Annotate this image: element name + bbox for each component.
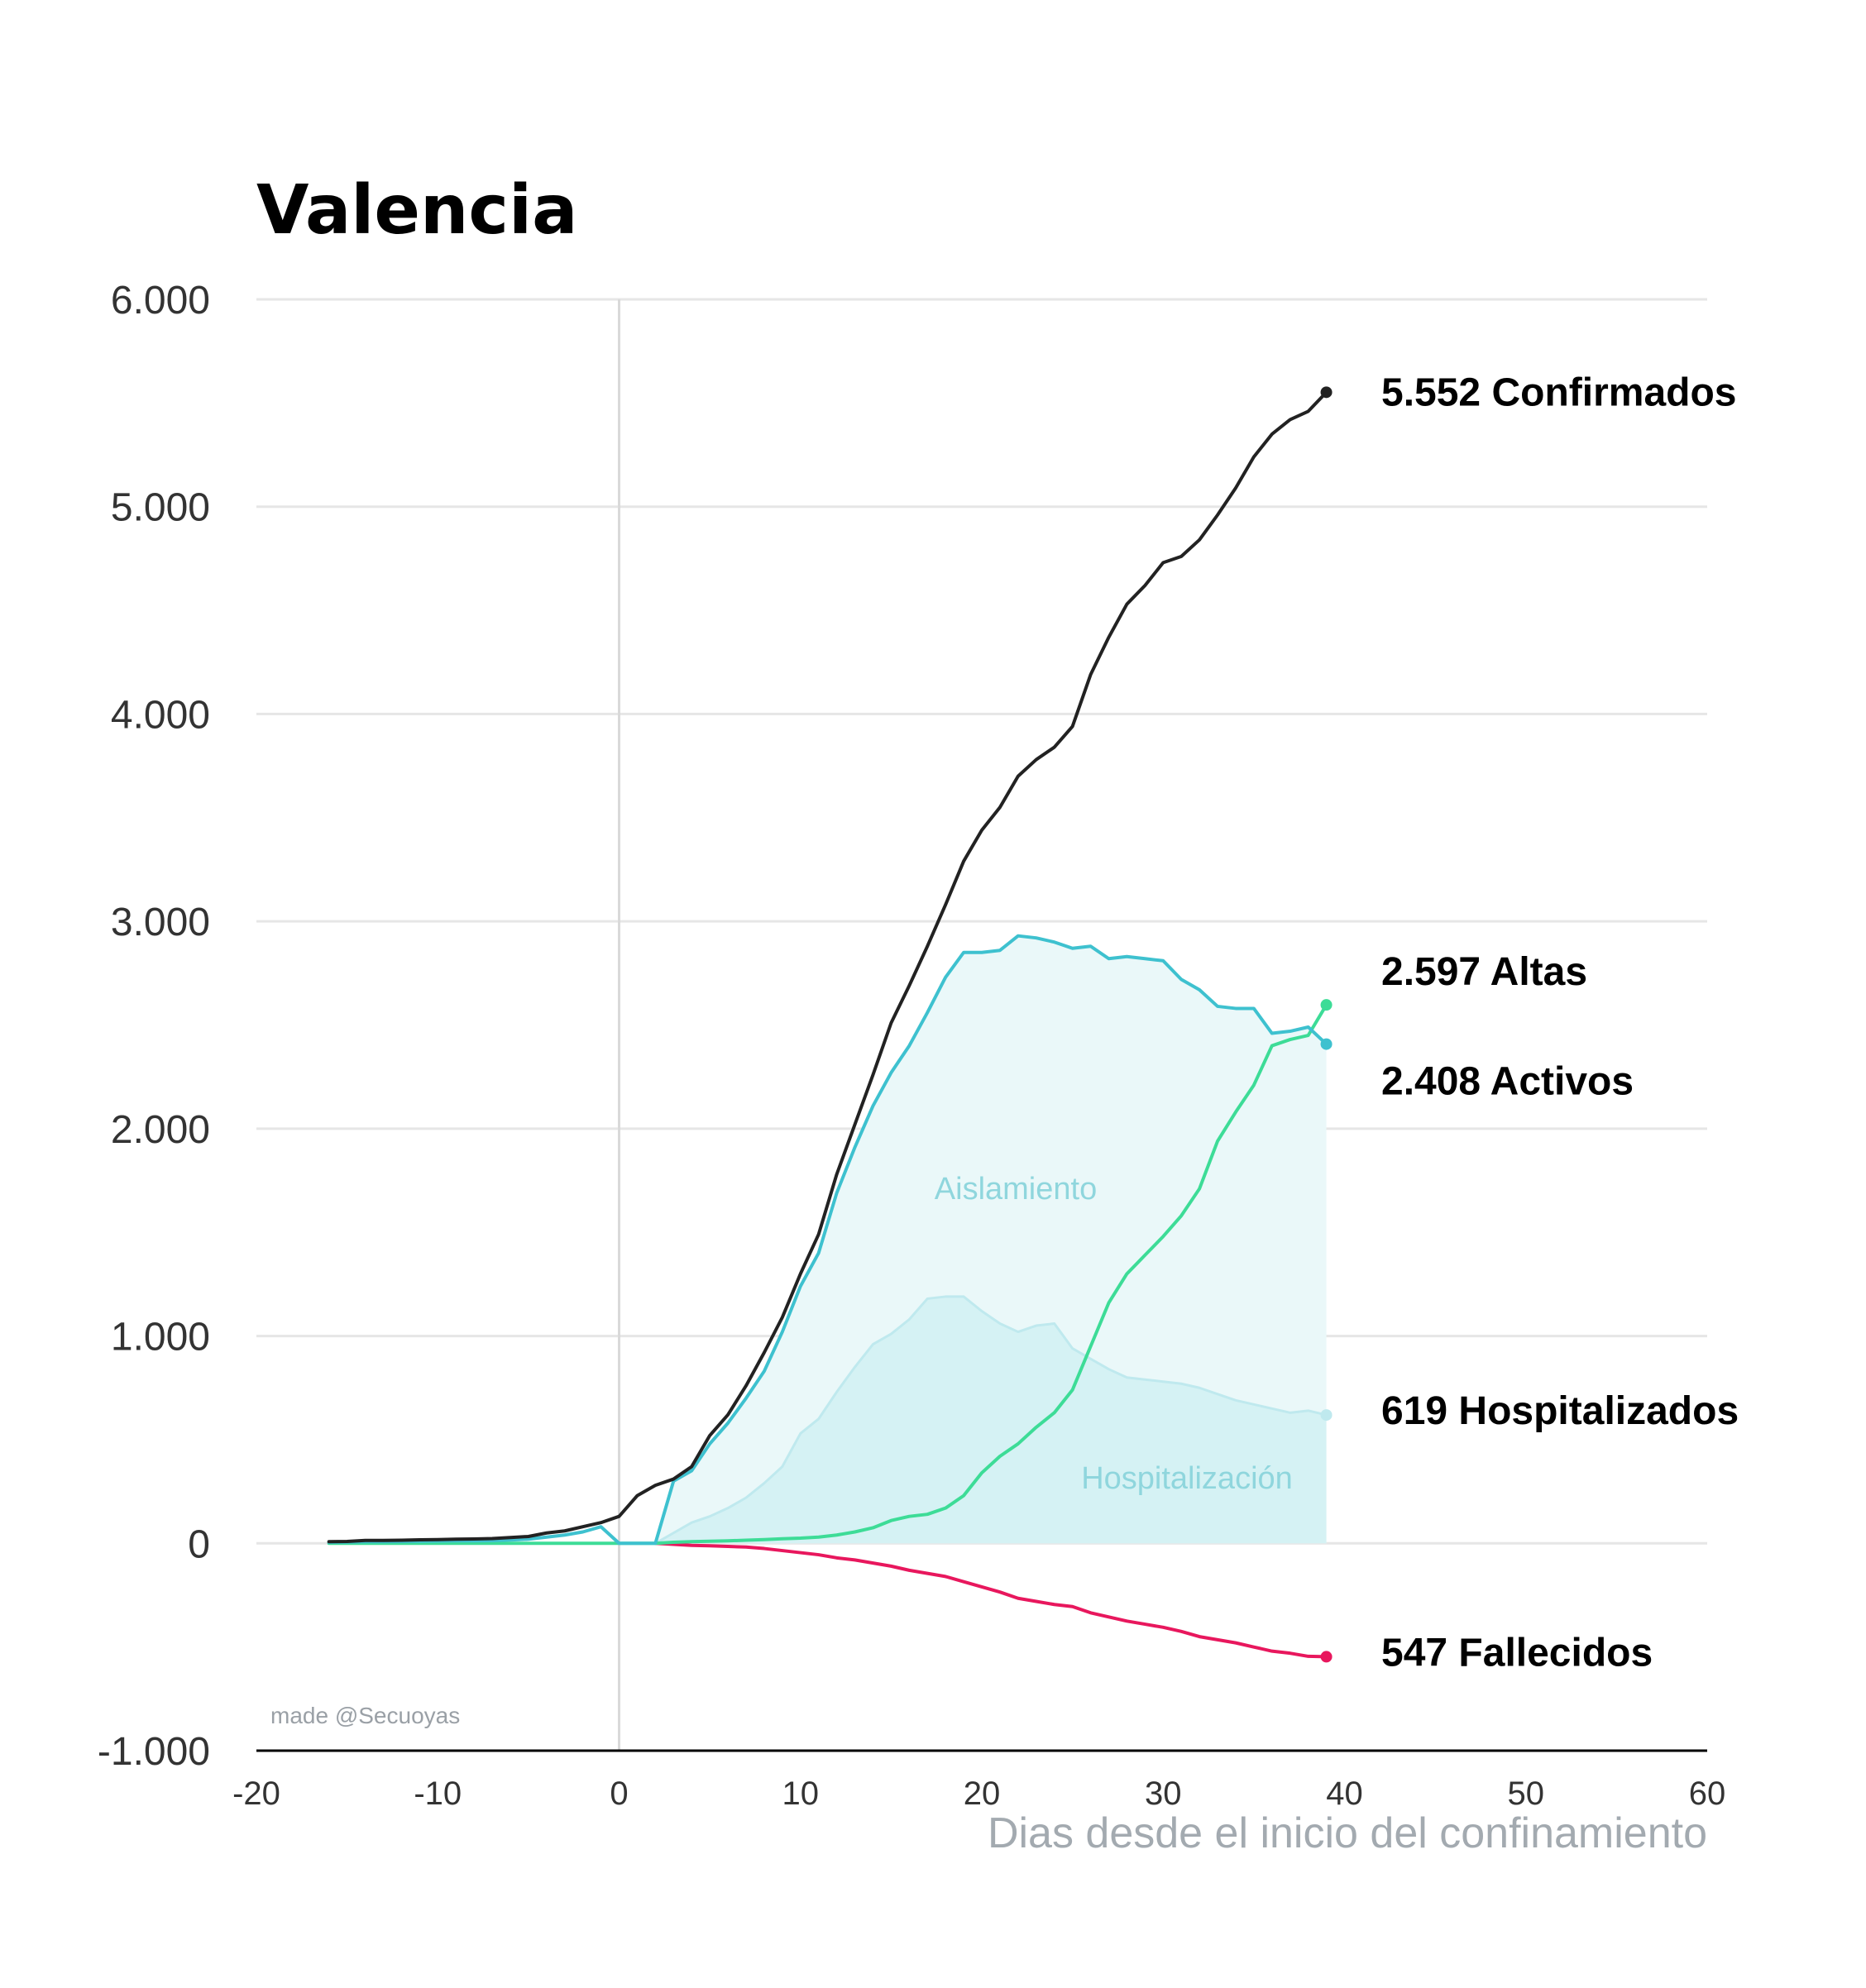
altas-line <box>327 1003 1328 1546</box>
hospitalizacion-label: Hospitalización <box>1081 1461 1293 1496</box>
x-tick-label-8: 60 <box>1689 1775 1726 1812</box>
altas-end-label: 2.597 Altas <box>1381 950 1587 994</box>
hospitalizacion-area <box>655 1296 1327 1544</box>
series-lines <box>327 390 1328 1659</box>
x-tick-label-7: 50 <box>1508 1775 1545 1812</box>
x-tick-label-4: 20 <box>964 1775 1001 1812</box>
y-axis-ticks: -1.000 0 1.000 2.000 3.000 4.000 5.000 6.000 <box>98 279 210 1774</box>
x-tick-label-0: -20 <box>232 1775 280 1812</box>
y-tick-label-3: 2.000 <box>111 1108 210 1152</box>
y-tick-label-4: 3.000 <box>111 901 210 944</box>
credit-label: made @Secuoyas <box>270 1703 460 1728</box>
fallecidos-line <box>653 1541 1328 1659</box>
activos-line <box>327 934 1328 1546</box>
x-axis-ticks: -20 -10 0 10 20 30 40 50 60 <box>232 1775 1725 1812</box>
y-tick-label-6: 5.000 <box>111 486 210 530</box>
x-tick-label-6: 40 <box>1326 1775 1363 1812</box>
confirmados-line <box>327 390 1328 1544</box>
aislamiento-label: Aislamiento <box>935 1172 1097 1207</box>
confirmados-endpoint <box>1320 386 1333 399</box>
y-tick-label-5: 4.000 <box>111 693 210 737</box>
series-endpoints <box>1320 386 1333 1663</box>
activos-end-label: 2.408 Activos <box>1381 1060 1634 1104</box>
x-axis-label: Dias desde el inicio del confinamiento <box>988 1809 1707 1857</box>
confirmados-end-label: 5.552 Confirmados <box>1381 370 1736 414</box>
y-tick-label-0: -1.000 <box>98 1730 210 1774</box>
fallecidos-end-label: 547 Fallecidos <box>1381 1631 1653 1675</box>
x-tick-label-5: 30 <box>1145 1775 1182 1812</box>
series-end-labels: 5.552 Confirmados 2.597 Altas 2.408 Activo… <box>1381 370 1739 1675</box>
activos-endpoint <box>1320 1038 1333 1050</box>
x-tick-label-2: 0 <box>610 1775 628 1812</box>
hospitalizados-endpoint <box>1320 1409 1333 1422</box>
filled-areas <box>655 935 1327 1544</box>
hospitalizados-end-label: 619 Hospitalizados <box>1381 1389 1739 1433</box>
y-tick-label-1: 0 <box>188 1522 210 1566</box>
x-tick-label-1: -10 <box>414 1775 462 1812</box>
chart-title: Valencia <box>256 171 577 250</box>
x-tick-label-3: 10 <box>782 1775 820 1812</box>
y-tick-label-7: 6.000 <box>111 279 210 323</box>
altas-endpoint <box>1320 999 1333 1011</box>
fallecidos-endpoint <box>1320 1651 1333 1663</box>
y-tick-label-2: 1.000 <box>111 1316 210 1360</box>
hospitalizados-line <box>653 1295 1328 1545</box>
